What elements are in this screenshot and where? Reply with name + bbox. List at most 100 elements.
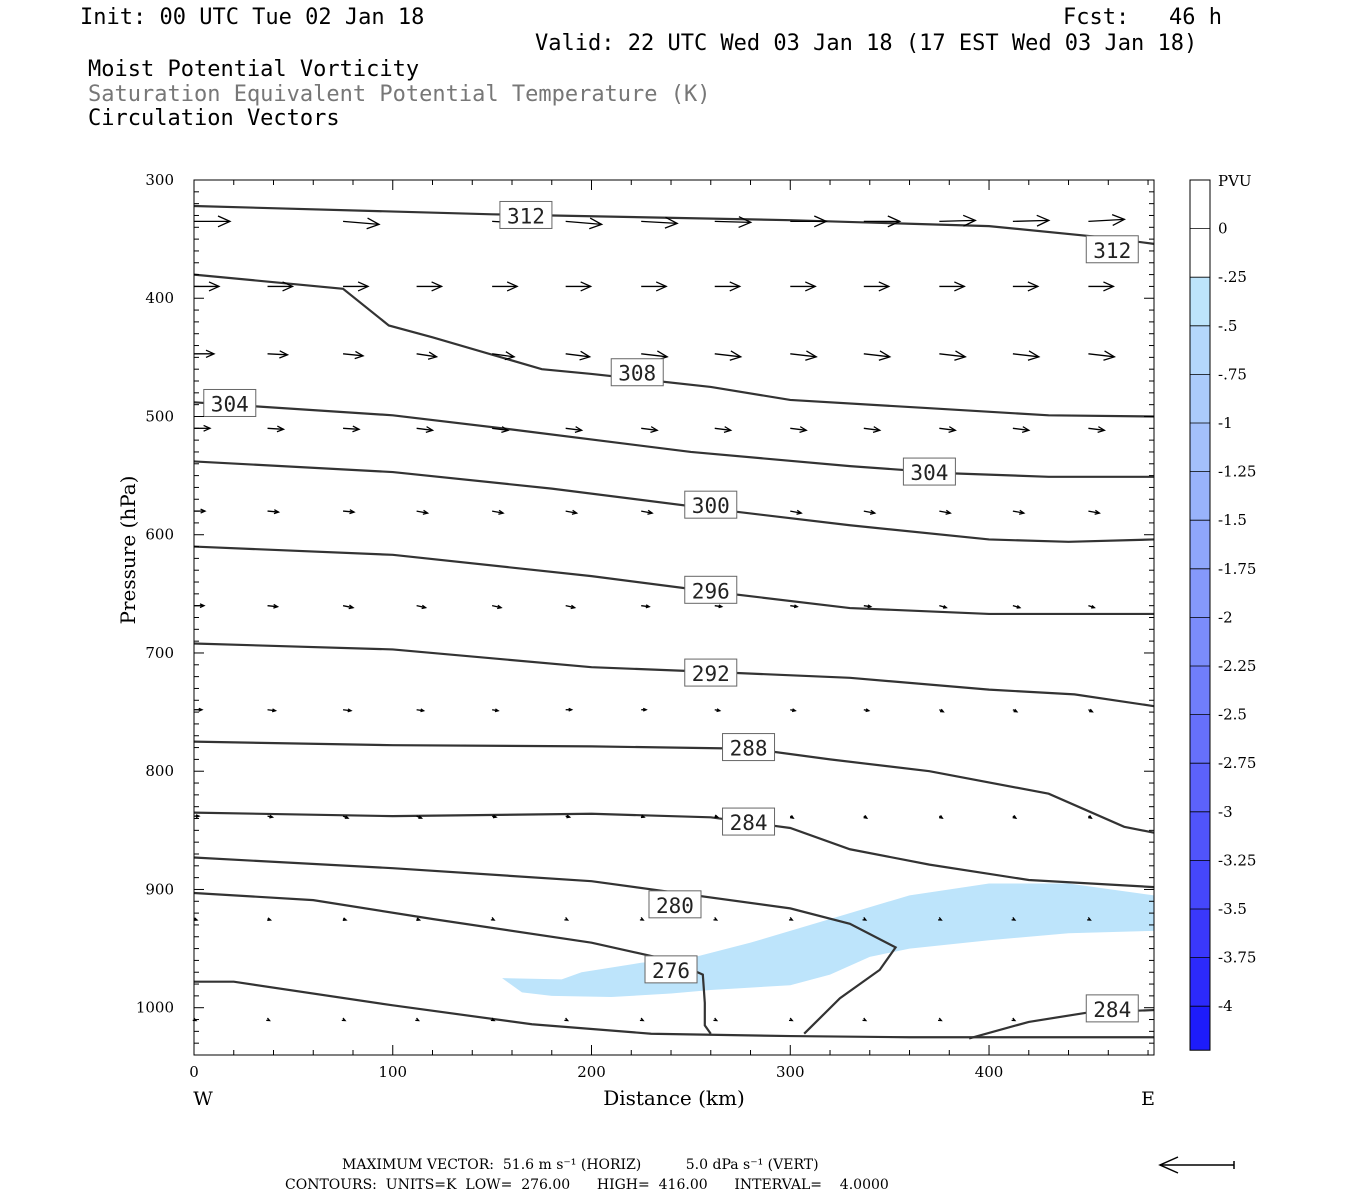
vector-shaft [1088,427,1105,431]
vector-3-10 [939,426,957,434]
vector-6-0 [194,707,204,712]
colorbar-label-15: -3.75 [1218,949,1256,967]
vector-head [208,281,221,292]
vector-head [869,509,877,515]
vector-9-10 [938,1017,943,1022]
vector-shaft [267,605,278,608]
vector-shaft [342,605,354,609]
field-title-theta-es: Saturation Equivalent Potential Temperat… [88,82,711,107]
vector-head [431,281,444,292]
vector-shaft [1088,510,1100,514]
vector-head [799,426,808,434]
contour-label-284-0: 284 [730,811,768,835]
vector-head [349,509,356,515]
colorbar-label-8: -2 [1218,608,1233,626]
vector-9-6 [639,1017,645,1022]
vector-head [341,1017,347,1022]
vector-2-1 [267,350,290,359]
vector-shaft [641,353,668,358]
colorbar-label-13: -3.25 [1218,851,1256,869]
vector-head [814,215,828,228]
y-tick-label-900: 900 [145,880,174,898]
contour-line-300-3 [193,460,1155,543]
vector-1-12 [1088,281,1115,292]
contour-label-box-284-0 [722,807,776,836]
vector-shaft [416,427,433,431]
contour-label-292-0: 292 [692,662,730,686]
vector-shaft [343,353,364,357]
vector-head [415,1017,421,1022]
contour-label-312-0: 312 [507,204,545,228]
vector-head [793,604,799,609]
vector-5-4 [491,604,503,610]
vector-head [938,917,943,921]
vector-head [205,349,216,359]
vector-4-3 [416,509,430,515]
vector-head [354,350,365,360]
vector-head [195,814,201,819]
vector-head [639,1017,645,1022]
vector-head [200,508,207,514]
vector-head [1094,509,1101,515]
contour-line-292-5 [193,642,1155,708]
vector-head [1089,708,1094,713]
vector-8-3 [416,917,422,921]
vector-head [938,1017,943,1022]
contour-label-312-1: 312 [1093,239,1131,263]
contour-line-304-2 [193,401,1154,478]
vector-head [640,814,646,819]
vector-head [418,815,424,819]
colorbar-swatch-10 [1190,666,1210,715]
vector-head [266,1017,271,1022]
colorbar-unit: PVU [1218,172,1252,190]
vector-head [645,604,651,609]
vector-8-12 [1087,917,1092,921]
vector-7-5 [565,814,572,819]
vector-8-7 [713,917,719,921]
vector-5-6 [641,604,651,609]
vector-head [788,1017,794,1022]
vector-4-9 [863,509,877,515]
vector-head [942,605,948,609]
vector-6-9 [863,708,871,713]
vector-7-1 [267,814,275,819]
vector-head [954,281,966,292]
vector-0-4 [641,216,679,229]
vector-0-1 [343,217,381,230]
field-title-mpv: Moist Potential Vorticity [88,57,420,82]
colorbar-swatch-12 [1190,763,1210,812]
vector-9-11 [1011,1017,1017,1022]
field-title-vectors: Circulation Vectors [88,106,340,131]
colorbar-swatch-1 [1190,228,1210,278]
vector-head [492,814,498,819]
vector-head [342,917,348,921]
colorbar-label-11: -2.75 [1218,754,1256,772]
vector-head [199,603,206,609]
vector-head [647,509,654,515]
vector-8-5 [564,917,570,921]
vector-head [1087,917,1092,921]
vector-7-4 [491,814,498,819]
x-tick-label-400: 400 [975,1063,1004,1081]
vector-9-4 [490,1017,496,1022]
vector-head [655,281,668,292]
vector-head [713,1017,719,1022]
vector-8-4 [490,917,496,921]
vector-shaft [492,427,509,431]
vector-5-12 [1088,604,1096,609]
vector-head [269,814,275,819]
vector-3-11 [1012,426,1031,434]
vector-head [805,281,817,292]
vector-7-12 [1088,815,1093,820]
vector-shaft [565,220,602,226]
vector-head [497,604,503,610]
vector-head [865,708,871,713]
valid-time: Valid: 22 UTC Wed 03 Jan 18 (17 EST Wed … [535,31,1198,56]
vector-3-1 [267,425,286,433]
vector-shaft [790,353,817,358]
vector-2-12 [1088,350,1116,361]
contour-info: CONTOURS: UNITS=K LOW= 276.00 HIGH= 416.… [285,1177,889,1193]
contour-label-304-0: 304 [211,392,249,416]
vector-head [1027,350,1041,361]
vector-head [579,350,592,361]
